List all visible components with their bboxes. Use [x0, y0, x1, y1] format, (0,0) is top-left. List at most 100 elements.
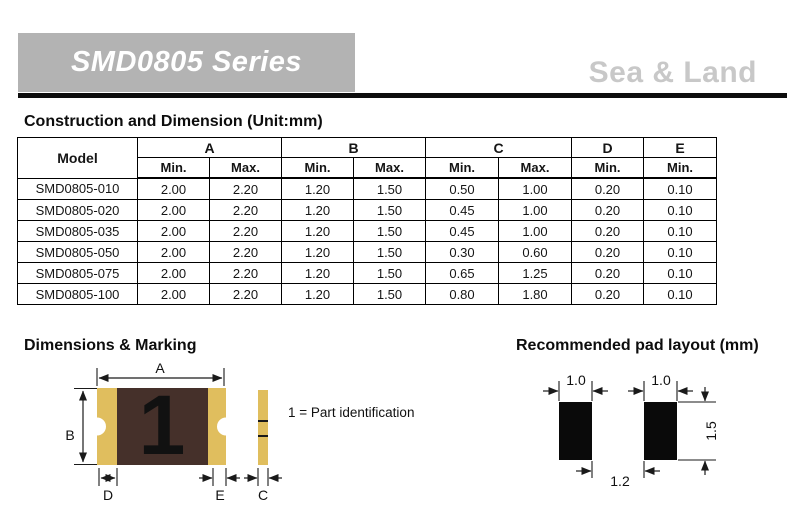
dim-d: D — [98, 468, 118, 503]
dim-pad-width-left: 1.0 — [543, 372, 608, 401]
cell: 2.20 — [209, 220, 282, 242]
pad-height-label: 1.5 — [703, 421, 719, 441]
header-divider — [18, 93, 787, 98]
dim-a: A — [96, 360, 225, 386]
left-terminal — [97, 388, 117, 465]
subheader-c-min: Min. — [425, 157, 499, 179]
cell: 0.20 — [571, 262, 644, 284]
cell: 0.45 — [425, 199, 499, 221]
cell: 0.10 — [643, 199, 717, 221]
model-cell: SMD0805-010 — [17, 177, 138, 200]
right-notch — [217, 417, 235, 436]
cell: 0.45 — [425, 220, 499, 242]
cell: 0.10 — [643, 241, 717, 263]
subheader-b-max: Max. — [353, 157, 426, 179]
subheader-b-min: Min. — [281, 157, 354, 179]
cell: 1.20 — [281, 262, 354, 284]
subheader-c-max: Max. — [498, 157, 572, 179]
pad-layout-section-title: Recommended pad layout (mm) — [516, 337, 759, 354]
cell: 2.20 — [209, 199, 282, 221]
body-center — [117, 388, 208, 465]
cell: 0.30 — [425, 241, 499, 263]
side-view — [258, 390, 268, 465]
table-row: SMD0805-035 2.00 2.20 1.20 1.50 0.45 1.0… — [17, 220, 717, 242]
dim-d-label: D — [103, 487, 113, 503]
cell: 1.25 — [498, 262, 572, 284]
model-cell: SMD0805-075 — [17, 262, 138, 284]
col-header-model: Model — [17, 137, 138, 179]
subheader-a-min: Min. — [137, 157, 210, 179]
cell: 0.60 — [498, 241, 572, 263]
cell: 2.20 — [209, 241, 282, 263]
cell: 0.65 — [425, 262, 499, 284]
cell: 0.10 — [643, 262, 717, 284]
cell: 0.50 — [425, 177, 499, 200]
dim-b-label: B — [65, 427, 74, 443]
cell: 0.20 — [571, 241, 644, 263]
cell: 2.20 — [209, 283, 282, 305]
cell: 0.10 — [643, 177, 717, 200]
cell: 2.00 — [137, 177, 210, 200]
cell: 1.00 — [498, 199, 572, 221]
construction-section-title: Construction and Dimension (Unit:mm) — [24, 113, 323, 130]
cell: 1.80 — [498, 283, 572, 305]
cell: 1.20 — [281, 177, 354, 200]
dim-pad-gap: 1.2 — [576, 461, 660, 489]
cell: 0.10 — [643, 220, 717, 242]
cell: 0.80 — [425, 283, 499, 305]
part-marking: 1 — [139, 378, 186, 472]
cell: 1.20 — [281, 220, 354, 242]
pad-layout-svg: 1.0 1.0 1.5 1.2 — [543, 372, 719, 489]
construction-table: Model A B C D E Min. Max. Min. Max. Min.… — [17, 137, 717, 305]
cell: 2.00 — [137, 220, 210, 242]
left-pad — [559, 402, 592, 460]
left-notch — [88, 417, 106, 436]
table-row: SMD0805-075 2.00 2.20 1.20 1.50 0.65 1.2… — [17, 262, 717, 284]
part-identification-note: 1 = Part identification — [288, 405, 414, 420]
cell: 1.20 — [281, 241, 354, 263]
cell: 2.00 — [137, 283, 210, 305]
cell: 1.50 — [353, 220, 426, 242]
pad-width-left-label: 1.0 — [566, 372, 586, 388]
model-cell: SMD0805-050 — [17, 241, 138, 263]
cell: 1.00 — [498, 177, 572, 200]
dim-e-label: E — [215, 487, 224, 503]
brand-logo-text: Sea & Land — [588, 56, 757, 89]
dim-pad-height: 1.5 — [678, 387, 719, 475]
cell: 2.00 — [137, 262, 210, 284]
cell: 2.00 — [137, 241, 210, 263]
cell: 2.20 — [209, 177, 282, 200]
cell: 0.20 — [571, 199, 644, 221]
col-header-a: A — [137, 137, 282, 158]
subheader-a-max: Max. — [209, 157, 282, 179]
right-pad — [644, 402, 677, 460]
cell: 1.20 — [281, 283, 354, 305]
table-row: SMD0805-100 2.00 2.20 1.20 1.50 0.80 1.8… — [17, 283, 717, 305]
pad-width-right-label: 1.0 — [651, 372, 671, 388]
dimensions-section-title: Dimensions & Marking — [24, 337, 197, 354]
col-header-c: C — [425, 137, 572, 158]
cell: 2.20 — [209, 262, 282, 284]
col-header-d: D — [571, 137, 644, 158]
cell: 1.50 — [353, 283, 426, 305]
cell: 1.20 — [281, 199, 354, 221]
model-cell: SMD0805-020 — [17, 199, 138, 221]
dim-a-label: A — [155, 360, 165, 376]
component-body: 1 — [88, 378, 235, 472]
subheader-e-min: Min. — [643, 157, 717, 179]
component-figure-svg: A 1 B D E — [65, 360, 414, 503]
model-cell: SMD0805-100 — [17, 283, 138, 305]
dim-c-label: C — [258, 487, 268, 503]
side-view-strip — [258, 390, 268, 465]
cell: 2.00 — [137, 199, 210, 221]
col-header-e: E — [643, 137, 717, 158]
subheader-d-min: Min. — [571, 157, 644, 179]
model-cell: SMD0805-035 — [17, 220, 138, 242]
cell: 0.10 — [643, 283, 717, 305]
col-header-b: B — [281, 137, 426, 158]
table-row: SMD0805-010 2.00 2.20 1.20 1.50 0.50 1.0… — [17, 177, 717, 200]
table-row: SMD0805-020 2.00 2.20 1.20 1.50 0.45 1.0… — [17, 199, 717, 221]
cell: 1.50 — [353, 262, 426, 284]
cell: 1.50 — [353, 199, 426, 221]
cell: 0.20 — [571, 177, 644, 200]
